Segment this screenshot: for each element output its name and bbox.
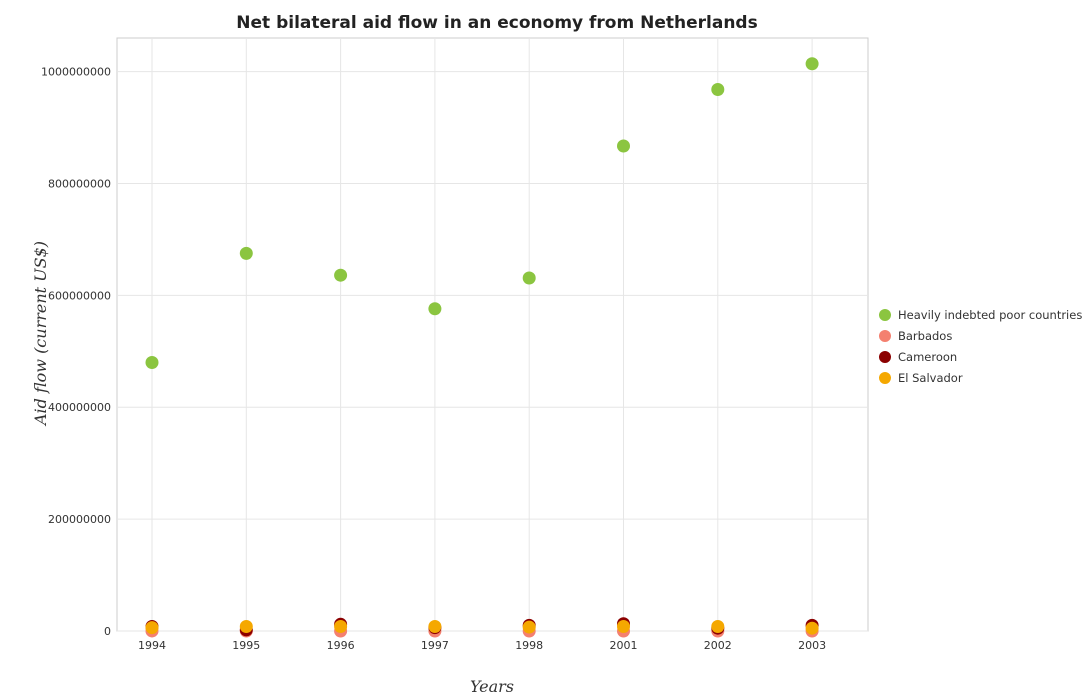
x-axis: 1994 1995 1996 1997 1998 2001 2002 2003 [138, 639, 826, 652]
point-heavily-indebted-poor-countries [805, 57, 819, 71]
legend-label-barbados: Barbados [898, 329, 952, 343]
x-tick-label: 1997 [421, 639, 449, 652]
point-el-salvador [617, 620, 630, 634]
x-tick-label: 1998 [515, 639, 543, 652]
grid-lines [117, 38, 868, 632]
x-tick-label: 2001 [610, 639, 638, 652]
x-tick-label: 1996 [327, 639, 355, 652]
point-heavily-indebted-poor-countries [711, 82, 725, 96]
point-el-salvador [711, 620, 725, 634]
point-el-salvador [145, 621, 159, 635]
point-heavily-indebted-poor-countries [617, 139, 630, 153]
point-el-salvador [428, 620, 442, 634]
legend: Heavily indebted poor countries Barbados C… [879, 308, 1082, 385]
y-tick-label: 0 [104, 625, 111, 638]
x-axis-label: Years [470, 677, 514, 696]
y-tick-label: 800000000 [48, 177, 111, 190]
point-el-salvador [805, 621, 819, 635]
y-tick-label: 600000000 [48, 289, 111, 302]
x-tick-label: 2003 [798, 639, 826, 652]
chart-title: Net bilateral aid flow in an economy fro… [236, 13, 757, 33]
point-heavily-indebted-poor-countries [334, 268, 348, 282]
point-heavily-indebted-poor-countries [428, 302, 442, 316]
legend-marker-heavily-indebted-poor-countries [879, 309, 891, 321]
legend-marker-el-salvador [879, 372, 891, 384]
point-heavily-indebted-poor-countries [239, 246, 253, 260]
legend-label-heavily-indebted-poor-countries: Heavily indebted poor countries [898, 308, 1082, 322]
y-tick-label: 200000000 [48, 513, 111, 526]
y-axis-label: Aid flow (current US$) [31, 241, 50, 427]
y-axis: 0 200000000 400000000 600000000 800000000 100… [41, 66, 111, 638]
point-heavily-indebted-poor-countries [522, 271, 536, 285]
legend-marker-barbados [879, 330, 891, 342]
x-tick-label: 2002 [704, 639, 732, 652]
legend-marker-cameroon [879, 351, 891, 363]
x-tick-label: 1994 [138, 639, 166, 652]
point-el-salvador [334, 620, 348, 634]
data-points [145, 57, 819, 638]
y-tick-label: 400000000 [48, 401, 111, 414]
plot-area [116, 37, 869, 632]
point-heavily-indebted-poor-countries [145, 355, 159, 369]
point-el-salvador [239, 620, 253, 634]
y-tick-label: 1000000000 [41, 66, 111, 79]
point-el-salvador [522, 620, 536, 634]
x-tick-label: 1995 [232, 639, 260, 652]
legend-label-el-salvador: El Salvador [898, 371, 963, 385]
legend-label-cameroon: Cameroon [898, 350, 957, 364]
